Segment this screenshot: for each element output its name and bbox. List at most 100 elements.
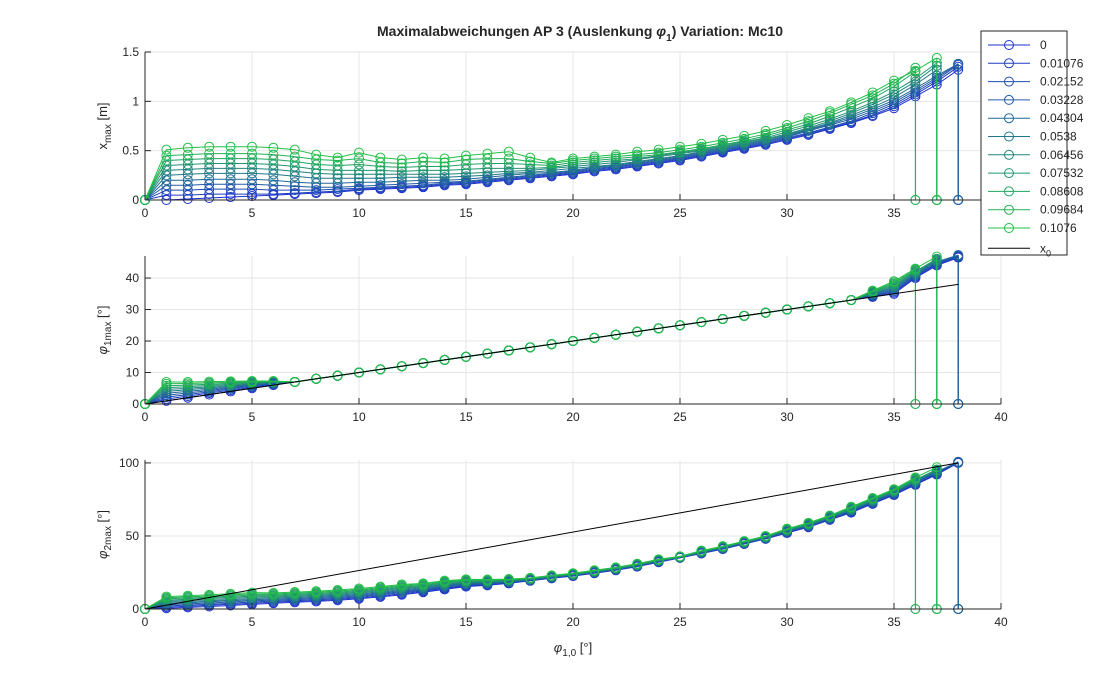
series-marker <box>589 332 600 343</box>
legend-label: 0.09684 <box>1040 203 1084 217</box>
y-axis-label: φ1max [°] <box>95 306 114 355</box>
y-tick-label: 0 <box>132 397 139 411</box>
legend-item[interactable]: 0.0538 <box>988 130 1077 144</box>
series-marker <box>354 153 364 164</box>
series-marker <box>910 472 921 483</box>
legend-swatch-marker <box>1004 40 1014 50</box>
legend-label: 0.06456 <box>1040 148 1084 162</box>
legend-item[interactable]: 0.08608 <box>988 184 1084 198</box>
series-marker <box>268 142 279 153</box>
series-marker <box>332 155 343 166</box>
legend-item[interactable]: 0.03228 <box>988 93 1084 107</box>
series-marker <box>354 159 364 170</box>
series-marker <box>675 551 685 562</box>
series-marker <box>675 320 685 331</box>
series-marker <box>461 154 471 165</box>
legend-label: 0.01076 <box>1040 56 1084 70</box>
series-marker <box>289 181 300 192</box>
series-marker <box>760 125 771 136</box>
legend[interactable]: 0 0.01076 0.02152 0.03228 0.04304 0.0538 0.064… <box>980 30 1084 258</box>
series-marker <box>396 162 407 173</box>
series-marker <box>632 326 643 337</box>
series-marker <box>889 92 899 103</box>
x-tick-label: 35 <box>887 410 901 424</box>
series-marker <box>204 141 215 152</box>
x-tick-label: 40 <box>994 615 1008 629</box>
series-line <box>145 69 959 201</box>
figure-title-subscript: 1 <box>666 33 672 44</box>
plots: 0 5 10 15 20 25 30 35 0 0.5 1 1.5 xmax [m] 0 5 10 15 20 25… <box>95 45 1008 659</box>
reference-line <box>144 283 959 405</box>
series-marker <box>354 181 364 192</box>
legend-items: 0 0.01076 0.02152 0.03228 0.04304 0.0538 0.064… <box>988 38 1084 258</box>
legend-item-reference[interactable]: x0 <box>988 241 1051 258</box>
series-marker <box>675 144 685 155</box>
legend-swatch-marker <box>1004 223 1014 233</box>
series-marker <box>161 376 172 387</box>
x-tick-label: 20 <box>566 615 580 629</box>
legend-label: x0 <box>1040 241 1051 258</box>
series-marker <box>332 585 343 596</box>
x-tick-label: 30 <box>780 206 794 220</box>
legend-swatch-marker <box>1004 149 1014 160</box>
series-marker <box>568 336 578 347</box>
series-marker <box>418 152 429 163</box>
series-marker <box>461 174 471 185</box>
legend-item[interactable]: 0.04304 <box>988 111 1084 125</box>
series-marker <box>546 570 557 581</box>
legend-label: 0.04304 <box>1040 111 1084 125</box>
series-marker <box>439 169 450 180</box>
series-marker <box>653 144 664 155</box>
series-marker <box>482 574 493 585</box>
series-marker <box>739 310 750 321</box>
series-marker <box>268 587 279 598</box>
series-marker <box>782 122 792 133</box>
series-marker <box>782 120 792 131</box>
axes-top: 0 5 10 15 20 25 30 35 0 0.5 1 1.5 xmax [m] <box>95 45 1001 220</box>
legend-item[interactable]: 0.1076 <box>988 221 1077 235</box>
y-tick-label: 50 <box>126 529 140 543</box>
series-marker <box>396 154 407 165</box>
series-marker <box>525 572 536 583</box>
legend-item[interactable]: 0.01076 <box>988 56 1084 70</box>
series-marker <box>418 169 429 180</box>
series-marker <box>439 575 450 586</box>
legend-swatch-marker <box>1004 94 1014 105</box>
series-marker <box>225 174 236 185</box>
legend-item[interactable]: 0.09684 <box>988 203 1084 217</box>
legend-swatch-marker <box>1004 113 1014 124</box>
series-marker <box>289 144 300 155</box>
x-tick-label: 35 <box>887 615 901 629</box>
series-marker <box>461 171 471 182</box>
series-marker <box>418 578 429 589</box>
series-marker <box>503 166 514 177</box>
series-marker <box>482 148 493 159</box>
series-marker <box>289 185 300 196</box>
legend-item[interactable]: 0.07532 <box>988 166 1084 180</box>
series-marker <box>503 574 514 585</box>
series-marker <box>910 65 921 76</box>
y-tick-label: 0 <box>132 193 139 207</box>
series-marker <box>311 373 322 384</box>
legend-label: 0.02152 <box>1040 75 1084 89</box>
series-marker <box>418 175 429 186</box>
series-marker <box>182 590 193 601</box>
series-marker <box>867 87 878 98</box>
series-marker <box>953 250 964 261</box>
series-marker <box>439 161 450 172</box>
y-tick-label: 0 <box>132 602 139 616</box>
series-marker <box>354 177 364 188</box>
series-marker <box>418 358 429 369</box>
legend-item[interactable]: 0.06456 <box>988 148 1084 162</box>
legend-item[interactable]: 0 <box>988 38 1047 52</box>
series-marker <box>803 113 814 124</box>
x-tick-label: 25 <box>673 615 687 629</box>
series-marker <box>846 295 857 306</box>
series-marker <box>354 165 364 176</box>
series-marker <box>396 172 407 183</box>
legend-swatch-marker <box>1004 168 1014 179</box>
series-marker <box>439 157 450 168</box>
legend-item[interactable]: 0.02152 <box>988 75 1084 89</box>
series-marker <box>375 180 386 191</box>
